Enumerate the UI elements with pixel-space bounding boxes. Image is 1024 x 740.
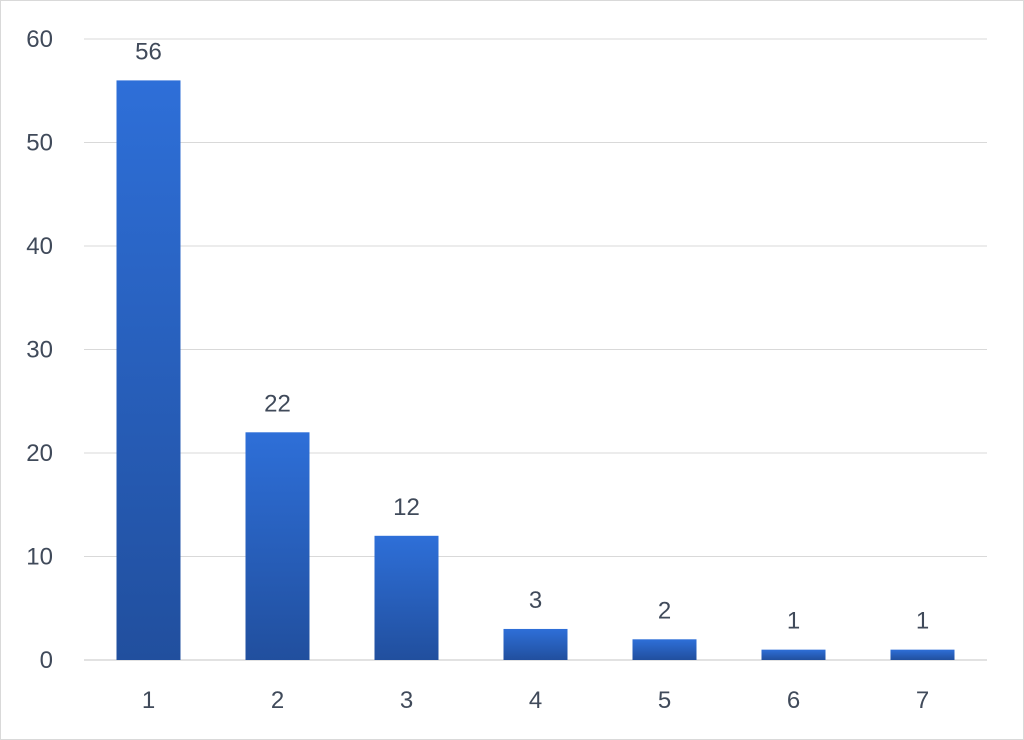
y-tick-label: 60 bbox=[26, 26, 53, 53]
data-labels: 56 22 12 3 2 1 1 bbox=[135, 38, 929, 634]
x-tick-label: 3 bbox=[400, 687, 413, 714]
x-tick-label: 5 bbox=[658, 687, 671, 714]
y-axis-tick-labels: 0 10 20 30 40 50 60 bbox=[26, 26, 53, 674]
bar-4 bbox=[503, 628, 568, 660]
bar-7 bbox=[890, 649, 955, 660]
x-tick-label: 1 bbox=[142, 687, 155, 714]
data-label-4: 3 bbox=[529, 587, 542, 614]
x-tick-label: 6 bbox=[787, 687, 800, 714]
y-tick-label: 0 bbox=[40, 647, 53, 674]
bar-3 bbox=[374, 535, 439, 660]
data-label-5: 2 bbox=[658, 597, 671, 624]
bar-2 bbox=[245, 432, 310, 660]
x-tick-label: 2 bbox=[271, 687, 284, 714]
bar-6 bbox=[761, 649, 826, 660]
data-label-6: 1 bbox=[787, 608, 800, 635]
y-tick-label: 30 bbox=[26, 337, 53, 364]
y-tick-label: 40 bbox=[26, 233, 53, 260]
y-tick-label: 10 bbox=[26, 544, 53, 571]
x-axis-tick-labels: 1 2 3 4 5 6 7 bbox=[142, 687, 929, 714]
bars bbox=[116, 80, 955, 660]
data-label-7: 1 bbox=[916, 608, 929, 635]
data-label-2: 22 bbox=[264, 390, 291, 417]
data-label-3: 12 bbox=[393, 494, 420, 521]
x-tick-label: 4 bbox=[529, 687, 542, 714]
bar-1 bbox=[116, 80, 181, 660]
gridlines bbox=[84, 38, 987, 661]
data-label-1: 56 bbox=[135, 38, 162, 65]
x-tick-label: 7 bbox=[916, 687, 929, 714]
y-tick-label: 20 bbox=[26, 440, 53, 467]
bar-5 bbox=[632, 639, 697, 660]
y-tick-label: 50 bbox=[26, 130, 53, 157]
